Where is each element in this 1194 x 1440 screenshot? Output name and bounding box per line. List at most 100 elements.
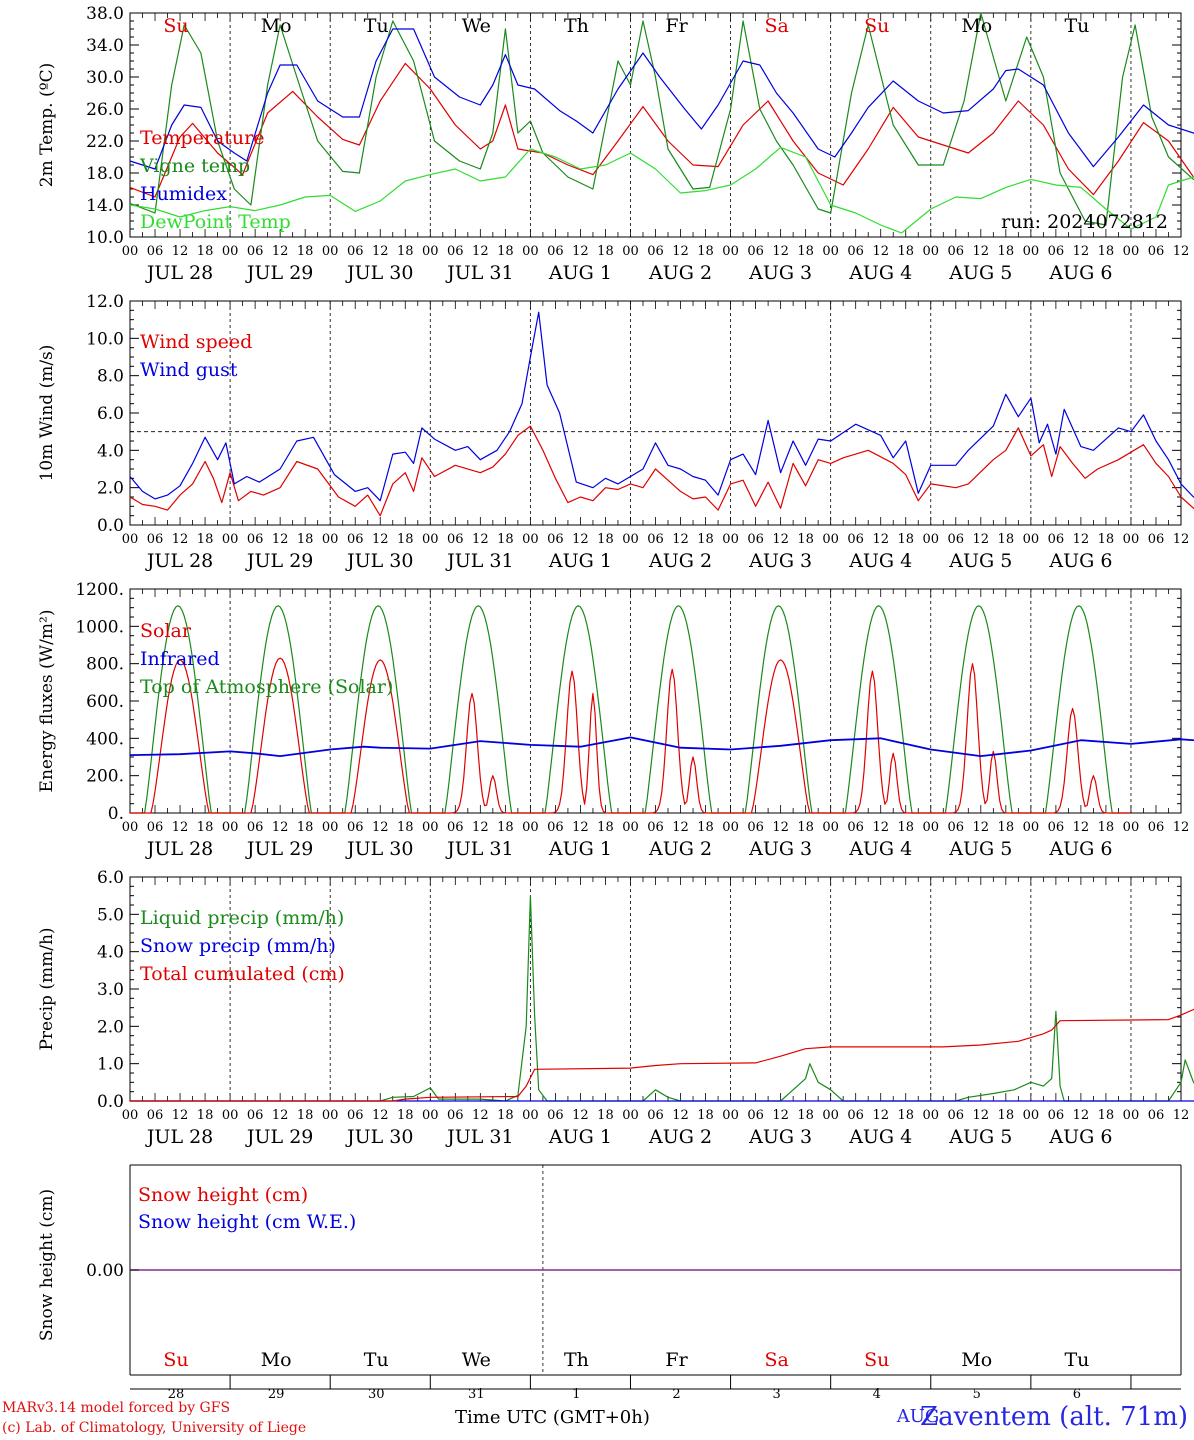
y-tick-label: 38.0	[86, 4, 124, 24]
hour-tick-label: 12	[872, 532, 889, 547]
hour-tick-label: 12	[572, 820, 589, 835]
weekday-label: Mo	[961, 15, 992, 37]
hour-tick-label: 06	[147, 244, 164, 259]
hour-tick-label: 06	[547, 820, 564, 835]
hour-tick-label: 18	[197, 1108, 214, 1123]
hour-tick-label: 06	[747, 1108, 764, 1123]
date-label: AUG 4	[848, 550, 912, 572]
hour-tick-label: 06	[247, 532, 264, 547]
y-tick-label: 12.0	[86, 292, 124, 312]
hour-tick-label: 18	[998, 1108, 1015, 1123]
date-label: JUL 30	[345, 262, 413, 284]
hour-tick-label: 00	[922, 1108, 939, 1123]
toa-solar-curve	[630, 605, 731, 814]
y-tick-label: 0.00	[86, 1261, 124, 1281]
solar-curve	[130, 659, 231, 814]
date-label: JUL 28	[145, 550, 213, 572]
lab-credit: (c) Lab. of Climatology, University of L…	[2, 1420, 307, 1436]
weekday-label: Th	[564, 1349, 589, 1371]
date-label: JUL 29	[245, 262, 313, 284]
weekday-label: Su	[864, 1349, 889, 1371]
y-axis-label: 10m Wind (m/s)	[37, 345, 57, 482]
hour-tick-label: 00	[422, 244, 439, 259]
y-tick-label: 22.0	[86, 132, 124, 152]
hour-tick-label: 00	[122, 244, 139, 259]
hour-tick-label: 18	[597, 244, 614, 259]
hour-tick-label: 06	[147, 820, 164, 835]
hour-tick-label: 06	[1148, 244, 1165, 259]
toa-solar-curve	[230, 605, 331, 814]
date-label: JUL 31	[445, 262, 513, 284]
hour-tick-label: 18	[197, 820, 214, 835]
legend-entry: Wind speed	[140, 331, 252, 353]
hour-tick-label: 06	[948, 244, 965, 259]
hour-tick-label: 00	[722, 820, 739, 835]
weekday-label: Mo	[261, 15, 292, 37]
hour-tick-label: 18	[397, 244, 414, 259]
hour-tick-label: 18	[397, 532, 414, 547]
hour-tick-label: 06	[447, 532, 464, 547]
hour-tick-label: 00	[222, 820, 239, 835]
hour-tick-label: 00	[622, 532, 639, 547]
solar-curve	[630, 668, 731, 814]
hour-tick-label: 00	[1123, 244, 1140, 259]
weekday-label: Tu	[1064, 1349, 1089, 1371]
hour-tick-label: 12	[272, 820, 289, 835]
hour-tick-label: 06	[347, 1108, 364, 1123]
date-label: AUG 4	[848, 1126, 912, 1148]
hour-tick-label: 12	[172, 532, 189, 547]
time-axis-label: Time UTC (GMT+0h)	[455, 1407, 650, 1428]
day-number-label: 6	[1073, 1387, 1081, 1402]
legend-entry: Solar	[140, 620, 192, 642]
hour-tick-label: 06	[1048, 244, 1065, 259]
hour-tick-label: 00	[122, 1108, 139, 1123]
toa-solar-curve	[330, 605, 431, 814]
hour-tick-label: 18	[397, 1108, 414, 1123]
date-label: AUG 6	[1048, 1126, 1112, 1148]
toa-solar-curve	[130, 605, 231, 814]
hour-tick-label: 12	[472, 1108, 489, 1123]
date-label: JUL 29	[245, 550, 313, 572]
toa-solar-curve	[930, 605, 1031, 814]
hour-tick-label: 18	[998, 244, 1015, 259]
toa-solar-curve	[730, 605, 831, 814]
day-number-label: 28	[168, 1387, 185, 1402]
toa-solar-curve	[1030, 605, 1131, 814]
hour-tick-label: 00	[222, 244, 239, 259]
hour-tick-label: 06	[1048, 532, 1065, 547]
solar-curve	[430, 692, 531, 814]
hour-tick-label: 12	[172, 820, 189, 835]
y-tick-label: 14.0	[86, 196, 124, 216]
date-label: JUL 31	[445, 550, 513, 572]
legend-entry: Liquid precip (mm/h)	[140, 907, 344, 929]
hour-tick-label: 18	[897, 244, 914, 259]
y-tick-label: 6.0	[97, 868, 124, 888]
hour-tick-label: 12	[572, 1108, 589, 1123]
date-label: AUG 4	[848, 262, 912, 284]
hour-tick-label: 00	[522, 532, 539, 547]
hour-tick-label: 00	[522, 244, 539, 259]
hour-tick-label: 18	[697, 244, 714, 259]
hour-tick-label: 00	[1023, 244, 1040, 259]
hour-tick-label: 12	[372, 1108, 389, 1123]
hour-tick-label: 12	[572, 532, 589, 547]
date-label: AUG 6	[1048, 550, 1112, 572]
legend-entry: DewPoint Temp	[140, 211, 291, 233]
hour-tick-label: 06	[847, 532, 864, 547]
day-number-label: 4	[873, 1387, 881, 1402]
date-label: AUG 2	[648, 1126, 712, 1148]
panel-frame-2	[129, 588, 1182, 814]
y-tick-label: 4.0	[97, 441, 124, 461]
hour-tick-label: 18	[197, 532, 214, 547]
hour-tick-label: 12	[672, 820, 689, 835]
solar-curve	[930, 663, 1031, 814]
legend-entry: Temperature	[140, 127, 264, 149]
hour-tick-label: 18	[797, 820, 814, 835]
hour-tick-label: 06	[247, 820, 264, 835]
hour-tick-label: 18	[297, 820, 314, 835]
hour-tick-label: 18	[1098, 244, 1115, 259]
date-label: AUG 2	[648, 550, 712, 572]
day-number-label: 30	[368, 1387, 385, 1402]
weekday-label: We	[462, 1349, 491, 1371]
